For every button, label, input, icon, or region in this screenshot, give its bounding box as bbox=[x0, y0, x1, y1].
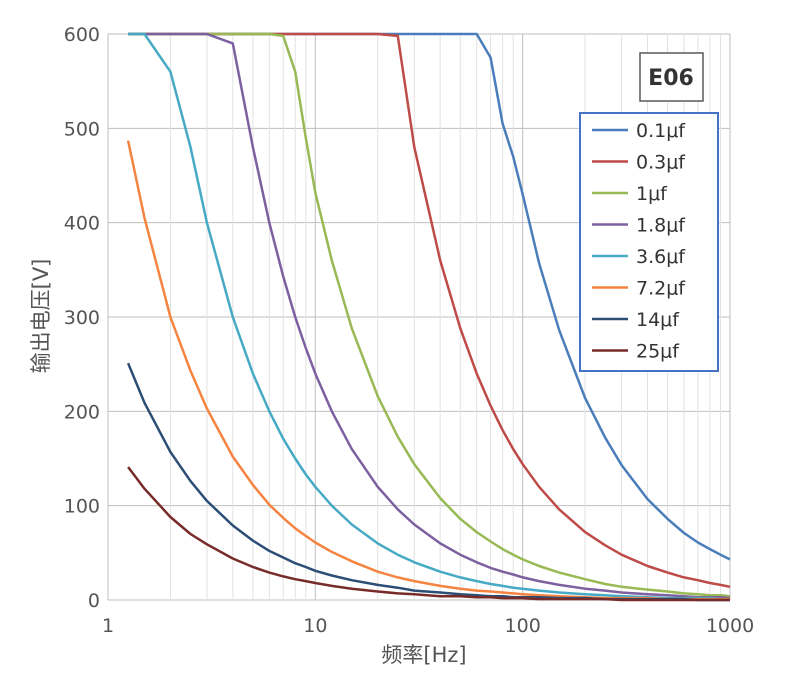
x-tick-label: 100 bbox=[505, 615, 541, 637]
y-tick-label: 200 bbox=[64, 401, 100, 423]
series-line bbox=[128, 32, 731, 598]
legend-label: 3.6μf bbox=[636, 246, 686, 268]
y-tick-label: 500 bbox=[64, 118, 100, 140]
y-axis-label: 输出电压[V] bbox=[29, 259, 53, 374]
legend-label: 1.8μf bbox=[636, 215, 686, 237]
x-tick-label: 1 bbox=[102, 615, 114, 637]
legend-label: 14μf bbox=[636, 309, 680, 331]
y-tick-label: 0 bbox=[88, 590, 100, 612]
legend-label: 7.2μf bbox=[636, 278, 686, 300]
legend-box bbox=[579, 112, 719, 372]
x-axis-label: 频率[Hz] bbox=[381, 643, 466, 667]
y-tick-label: 100 bbox=[64, 496, 100, 518]
grid bbox=[107, 33, 731, 601]
y-tick-labels: 0 100 200 300 400 500 600 bbox=[64, 24, 100, 612]
series-line bbox=[128, 32, 731, 600]
x-tick-label: 10 bbox=[303, 615, 327, 637]
y-tick-label: 600 bbox=[64, 24, 100, 46]
badge-box bbox=[639, 52, 704, 102]
badge: E06 bbox=[639, 52, 704, 102]
legend-label: 25μf bbox=[636, 341, 680, 363]
x-tick-label: 1000 bbox=[706, 615, 754, 637]
legend-label: 0.1μf bbox=[636, 120, 686, 142]
y-tick-label: 300 bbox=[64, 307, 100, 329]
legend: 0.1μf 0.3μf 1μf 1.8μf 3.6μf 7.2μf 14μf 25μf bbox=[579, 112, 719, 372]
legend-label: 0.3μf bbox=[636, 152, 686, 174]
legend-label: 1μf bbox=[636, 183, 668, 205]
series-line bbox=[127, 466, 730, 602]
x-tick-labels: 1 10 100 1000 bbox=[102, 615, 754, 637]
y-tick-label: 400 bbox=[64, 213, 100, 235]
badge-label: E06 bbox=[648, 66, 694, 91]
series-lines bbox=[126, 32, 731, 602]
